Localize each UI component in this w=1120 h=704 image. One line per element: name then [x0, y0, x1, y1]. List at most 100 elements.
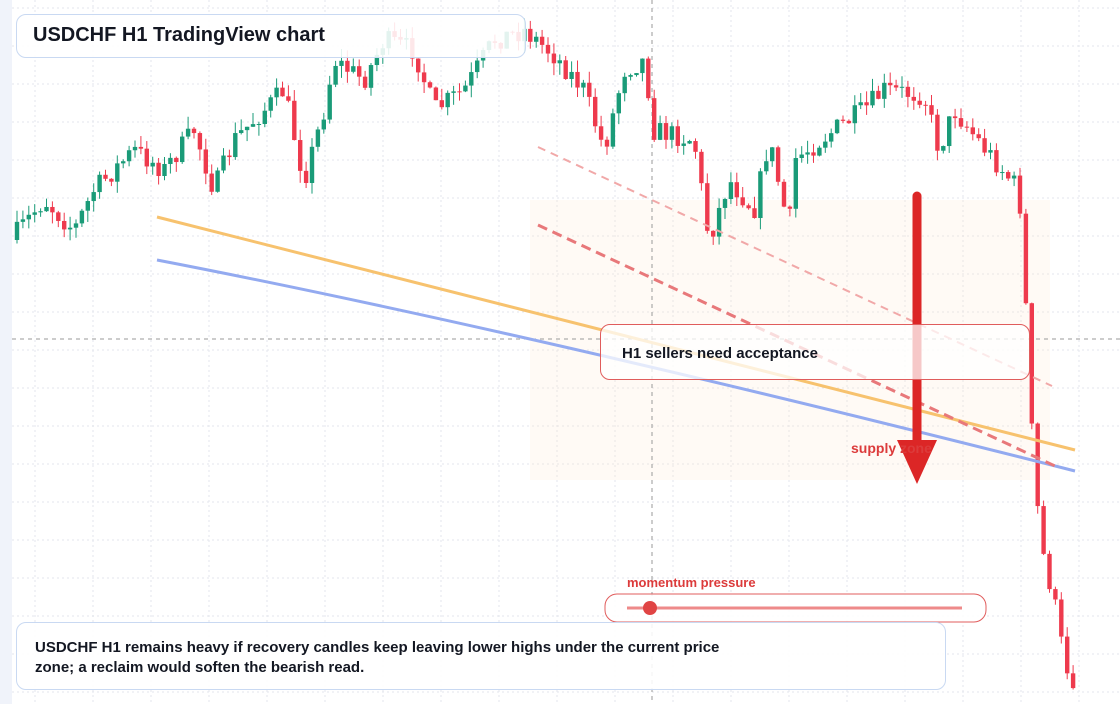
candle-body: [250, 124, 256, 127]
candle-body: [362, 76, 368, 88]
candle-body: [168, 157, 173, 164]
candle-body: [44, 206, 49, 212]
candle-body: [770, 147, 775, 162]
candle-body: [62, 220, 67, 230]
candle-body: [1035, 423, 1040, 507]
candle-body: [274, 87, 279, 98]
candle-body: [740, 197, 745, 206]
candle-body: [1059, 599, 1064, 637]
candle-body: [333, 65, 338, 85]
candle-body: [156, 162, 161, 177]
zone-label: supply zone: [851, 440, 932, 456]
candle-body: [834, 119, 840, 134]
candle-body: [917, 100, 922, 105]
candle-body: [221, 155, 226, 171]
candle-body: [705, 183, 710, 231]
candle-body: [345, 60, 350, 72]
candle-body: [368, 65, 374, 88]
candle-body: [640, 58, 645, 74]
candle-body: [811, 152, 816, 156]
candle-body: [675, 126, 680, 146]
candle-body: [79, 210, 85, 224]
candle-body: [823, 141, 828, 148]
candle-body: [26, 214, 31, 220]
candle-body: [445, 92, 450, 108]
candle-body: [581, 82, 586, 88]
candle-body: [1000, 172, 1005, 174]
candle-body: [970, 127, 975, 135]
candle-body: [1065, 636, 1070, 674]
candle-body: [598, 126, 604, 140]
candle-body: [162, 163, 167, 177]
candle-body: [321, 119, 326, 130]
candle-body: [67, 227, 73, 230]
candle-body: [929, 105, 934, 115]
candle-body: [339, 60, 344, 66]
candle-body: [846, 120, 852, 124]
candle-body: [557, 60, 562, 64]
candle-body: [805, 152, 810, 155]
candle-body: [20, 219, 26, 222]
candle-body: [209, 173, 214, 192]
candle-body: [817, 147, 822, 156]
candle-body: [882, 82, 887, 99]
candle-body: [91, 192, 96, 202]
candle-body: [1041, 506, 1046, 554]
candle-body: [852, 105, 857, 124]
candle-body: [103, 174, 108, 179]
candle-body: [457, 91, 462, 93]
candle-body: [528, 28, 533, 42]
candle-body: [227, 155, 232, 158]
candle-body: [132, 146, 138, 151]
candle-body: [876, 90, 881, 99]
candle-body: [787, 206, 793, 209]
candle-body: [280, 87, 285, 97]
candle-body: [203, 149, 208, 174]
momentum-knob: [643, 601, 657, 615]
candle-body: [1011, 175, 1017, 179]
candle-body: [14, 221, 20, 240]
candle-body: [693, 141, 698, 152]
candle-body: [315, 129, 321, 147]
candle-body: [121, 161, 126, 164]
candle-body: [197, 133, 203, 150]
candle-body: [73, 223, 79, 228]
candle-body: [85, 201, 90, 211]
channel-line-faint: [537, 146, 1053, 387]
candle-body: [185, 128, 191, 137]
candle-body: [180, 136, 185, 163]
candle-body: [758, 171, 763, 219]
candle-body: [539, 36, 545, 45]
candle-body: [699, 151, 704, 184]
candle-body: [256, 124, 262, 126]
candle-body: [463, 85, 468, 92]
note-box: USDCHF H1 remains heavy if recovery cand…: [16, 622, 946, 690]
candle-body: [1006, 172, 1011, 179]
candle-body: [604, 139, 610, 147]
candle-body: [681, 143, 686, 146]
candle-body: [799, 154, 804, 159]
candle-body: [646, 58, 651, 99]
candle-body: [711, 230, 716, 237]
candle-body: [292, 100, 297, 141]
momentum-label: momentum pressure: [627, 575, 756, 590]
candle-body: [752, 208, 757, 219]
candle-body: [1017, 175, 1023, 214]
candle-body: [569, 71, 574, 79]
candle-body: [286, 96, 291, 101]
candle-body: [976, 134, 981, 139]
callout: H1 sellers need acceptance: [600, 324, 1030, 380]
candle-body: [610, 113, 616, 147]
candle-body: [233, 133, 238, 158]
candle-body: [115, 163, 120, 182]
candle-body: [593, 96, 598, 127]
candle-body: [50, 206, 55, 213]
candle-body: [433, 87, 439, 101]
candle-body: [864, 102, 869, 106]
candle-body: [469, 72, 474, 86]
candle-body: [298, 140, 303, 171]
candle-body: [215, 170, 220, 192]
candle-body: [545, 44, 551, 54]
candle-body: [687, 141, 692, 144]
